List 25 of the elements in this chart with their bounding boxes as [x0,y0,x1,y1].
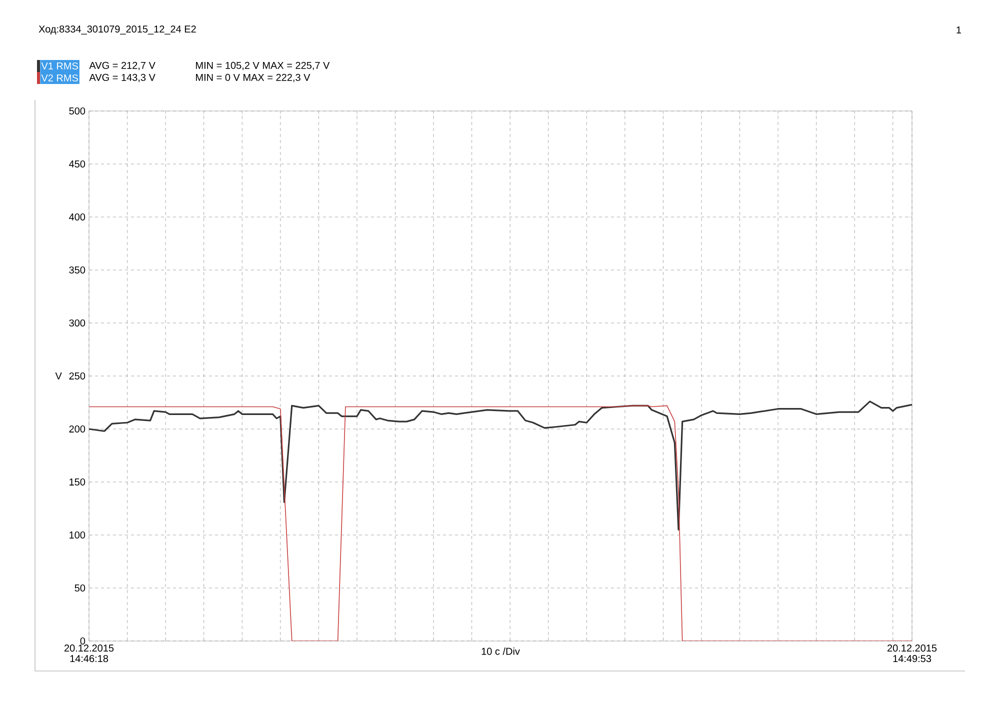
text: MIN = 105,2 V MAX = 225,7 V [196,62,330,70]
text: AVG = 212,7 V [89,62,156,70]
y-tick-label: 500 [69,107,86,115]
x-tick-label: 20.12.2015 14:49:53 [887,644,937,662]
text: 1 [956,26,962,34]
text: MIN = 0 V MAX = 222,3 V [196,74,310,82]
line-series [89,405,912,641]
y-tick-label: 50 [74,584,86,592]
y-tick-label: 450 [69,160,86,168]
y-tick-label: 300 [69,319,86,327]
chart-title: Ход:8334_301079_2015_12_24 E2 [38,26,196,34]
x-tick-label: 20.12.2015 14:46:18 [64,644,114,662]
y-tick-label: 200 [69,425,86,433]
y-tick-label: 0 [80,637,86,645]
y-tick-label: 400 [69,213,86,221]
y-tick-label: 150 [70,478,86,486]
line-series [89,400,912,530]
y-tick-label: 250 [69,372,86,380]
y-tick-label: 350 [69,266,86,274]
legend-label: V2 RMS [41,74,78,82]
x-axis-title: 10 c /Div [482,648,520,655]
y-axis-title: V [55,372,62,380]
y-tick-label: 100 [70,531,86,539]
text: AVG = 143,3 V [89,74,156,82]
legend-label: V1 RMS [41,62,78,70]
